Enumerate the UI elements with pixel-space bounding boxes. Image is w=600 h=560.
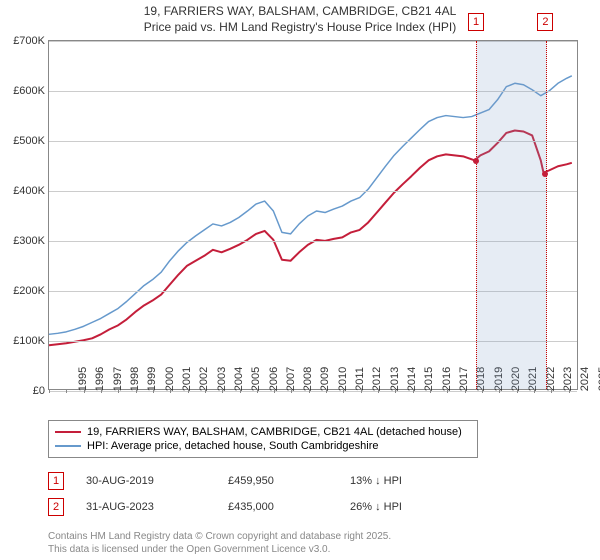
marker-dot	[542, 171, 548, 177]
event-row: 2 31-AUG-2023 £435,000 26% ↓ HPI	[48, 494, 402, 520]
event-date: 30-AUG-2019	[86, 475, 206, 487]
event-price: £435,000	[228, 501, 328, 513]
marker-flag: 1	[468, 13, 484, 31]
y-axis-label: £0	[33, 385, 49, 397]
event-flag-icon: 1	[48, 472, 64, 490]
event-row: 1 30-AUG-2019 £459,950 13% ↓ HPI	[48, 468, 402, 494]
credit-line-2: This data is licensed under the Open Gov…	[48, 544, 391, 557]
legend-row: HPI: Average price, detached house, Sout…	[55, 439, 471, 453]
event-date: 31-AUG-2023	[86, 501, 206, 513]
title-line-2: Price paid vs. HM Land Registry's House …	[0, 20, 600, 36]
y-axis-label: £100K	[13, 335, 49, 347]
event-price: £459,950	[228, 475, 328, 487]
shaded-region	[476, 41, 547, 389]
event-delta: 26% ↓ HPI	[350, 501, 402, 513]
legend-label: HPI: Average price, detached house, Sout…	[87, 440, 378, 452]
chart-container: 19, FARRIERS WAY, BALSHAM, CAMBRIDGE, CB…	[0, 0, 600, 560]
y-axis-label: £300K	[13, 235, 49, 247]
credit-line-1: Contains HM Land Registry data © Crown c…	[48, 531, 391, 544]
plot-area: £0£100K£200K£300K£400K£500K£600K£700K199…	[48, 40, 578, 390]
y-axis-label: £700K	[13, 35, 49, 47]
y-axis-label: £600K	[13, 85, 49, 97]
credit-block: Contains HM Land Registry data © Crown c…	[48, 531, 391, 556]
y-axis-label: £400K	[13, 185, 49, 197]
title-line-1: 19, FARRIERS WAY, BALSHAM, CAMBRIDGE, CB…	[0, 4, 600, 20]
y-axis-label: £500K	[13, 135, 49, 147]
event-delta: 13% ↓ HPI	[350, 475, 402, 487]
title-block: 19, FARRIERS WAY, BALSHAM, CAMBRIDGE, CB…	[0, 0, 600, 35]
y-axis-label: £200K	[13, 285, 49, 297]
legend-swatch	[55, 445, 81, 447]
legend-box: 19, FARRIERS WAY, BALSHAM, CAMBRIDGE, CB…	[48, 420, 478, 458]
events-block: 1 30-AUG-2019 £459,950 13% ↓ HPI 2 31-AU…	[48, 468, 402, 520]
marker-flag: 2	[537, 13, 553, 31]
x-axis-label: 2025	[569, 367, 600, 391]
legend-swatch	[55, 431, 81, 433]
legend-row: 19, FARRIERS WAY, BALSHAM, CAMBRIDGE, CB…	[55, 425, 471, 439]
marker-dot	[473, 158, 479, 164]
event-flag-icon: 2	[48, 498, 64, 516]
legend-label: 19, FARRIERS WAY, BALSHAM, CAMBRIDGE, CB…	[87, 426, 462, 438]
